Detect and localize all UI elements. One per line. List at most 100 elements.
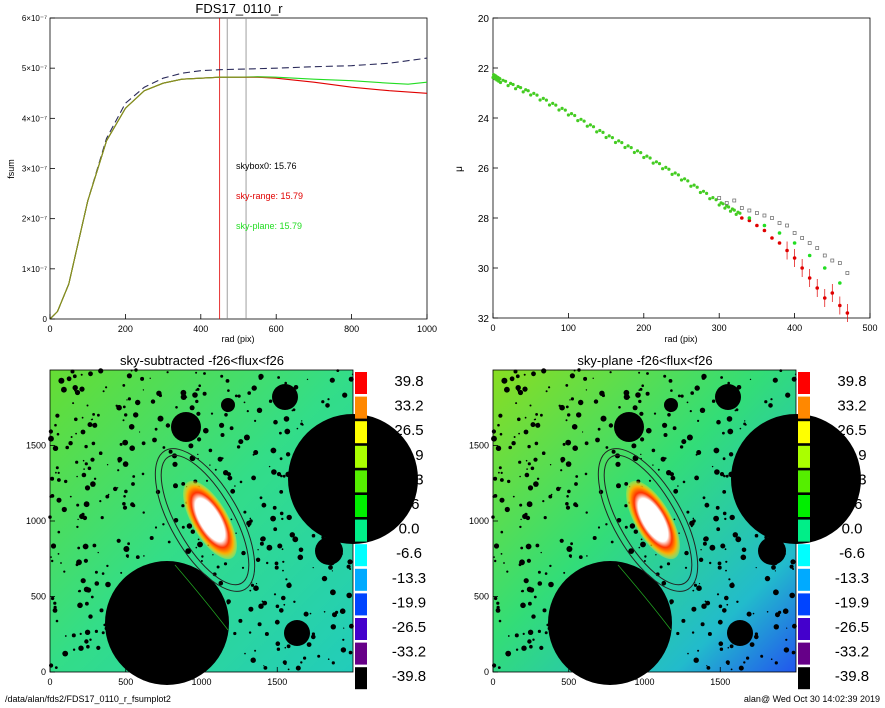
speckle-dot: [85, 601, 89, 606]
speckle-dot: [739, 427, 742, 430]
speckle-dot: [499, 497, 505, 503]
speckle-dot: [543, 516, 547, 520]
colorbar-label: -13.3: [392, 570, 426, 587]
speckle-dot: [782, 608, 789, 614]
speckle-dot: [83, 586, 90, 593]
speckle-dot: [212, 554, 214, 556]
speckle-dot: [296, 427, 299, 430]
speckle-dot: [52, 445, 59, 451]
speckle-dot: [84, 639, 89, 644]
speckle-dot: [282, 569, 284, 572]
speckle-dot: [597, 427, 601, 431]
speckle-dot: [535, 543, 540, 548]
speckle-dot: [548, 581, 554, 588]
speckle-dot: [523, 373, 526, 376]
speckle-dot: [700, 622, 705, 627]
speckle-dot: [533, 595, 537, 599]
colorbar-swatch: [355, 445, 367, 468]
speckle-dot: [772, 377, 778, 383]
mu-trend-point: [498, 77, 502, 81]
speckle-dot: [493, 556, 495, 558]
speckle-dot: [527, 462, 531, 466]
speckle-dot: [764, 575, 771, 582]
speckle-dot: [586, 555, 588, 557]
speckle-dot: [89, 638, 92, 641]
mu-trend-point: [692, 183, 696, 187]
speckle-dot: [681, 439, 687, 445]
speckle-dot: [533, 457, 538, 462]
mu-trend-point: [705, 191, 709, 195]
speckle-dot: [239, 480, 243, 484]
annotation-skybox0: skybox0: 15.76: [236, 161, 297, 171]
speckle-dot: [537, 570, 541, 574]
colorbar-label: 26.5: [394, 422, 423, 439]
mu-x-tick-label: 100: [561, 323, 576, 333]
speckle-dot: [102, 390, 105, 393]
speckle-dot: [754, 533, 759, 538]
speckle-dot: [195, 399, 199, 404]
speckle-dot: [70, 436, 73, 438]
speckle-dot: [744, 423, 747, 426]
image-x-tick-label: 500: [118, 677, 133, 687]
speckle-dot: [249, 589, 252, 592]
fsum-y-tick-label: 5×10⁻⁷: [22, 64, 47, 73]
aperture-inner-2: [603, 454, 693, 586]
speckle-dot: [76, 503, 80, 507]
speckle-dot: [72, 648, 76, 651]
speckle-dot: [79, 386, 85, 392]
speckle-dot: [283, 662, 287, 665]
mask-star-2: [272, 384, 298, 410]
aperture-inner: [160, 454, 250, 586]
speckle-dot: [536, 477, 540, 480]
speckle-dot: [152, 437, 157, 443]
speckle-dot: [248, 631, 252, 634]
sky-plane-colorbar: 39.8 33.2 26.5 19.9 13.3 6.6 0.0 -6.6 -13.3 -19.9…: [798, 372, 869, 690]
speckle-dot: [644, 555, 647, 558]
speckle-dot: [605, 446, 609, 449]
mu-trend-point: [573, 113, 577, 118]
speckle-dot: [263, 666, 268, 670]
speckle-dot: [78, 589, 81, 593]
speckle-dot: [241, 550, 246, 556]
mu-trend-point: [728, 209, 733, 213]
speckle-dot: [646, 372, 649, 375]
speckle-dot: [657, 468, 660, 471]
speckle-dot: [722, 511, 727, 516]
speckle-dot: [578, 555, 583, 559]
speckle-dot: [570, 397, 575, 401]
mu-trend-point: [732, 208, 736, 212]
colorbar-swatch: [798, 470, 810, 493]
speckle-dot: [653, 412, 657, 415]
speckle-dot: [281, 595, 286, 601]
mu-trend-point: [683, 177, 687, 181]
speckle-dot: [500, 553, 503, 555]
mu-trend-point: [560, 106, 564, 110]
speckle-dot: [638, 371, 641, 374]
speckle-dot: [90, 595, 94, 599]
speckle-dot: [50, 543, 57, 549]
speckle-dot: [197, 437, 202, 442]
sky-plane-panel: sky-plane -f26<flux<f26 0 500 1000 1500 0 50…: [469, 353, 869, 690]
speckle-dot: [266, 544, 273, 551]
speckle-dot: [560, 469, 563, 472]
mu-y-tick-label: 20: [478, 14, 490, 25]
mu-trend-point: [519, 86, 523, 90]
green-arc-2: [617, 564, 672, 631]
colorbar-label: -39.8: [392, 668, 426, 685]
speckle-dot: [312, 567, 314, 569]
speckle-dot: [720, 543, 726, 549]
speckle-dot: [789, 564, 794, 569]
speckle-dot: [525, 459, 528, 462]
speckle-dot: [203, 427, 209, 434]
mu-trend-point: [698, 190, 703, 195]
speckle-dot: [221, 457, 224, 460]
mu-y-tick-label: 26: [478, 164, 490, 175]
speckle-dot: [142, 511, 145, 514]
speckle-dot: [66, 376, 72, 382]
speckle-dot: [548, 386, 551, 389]
speckle-dot: [736, 385, 742, 390]
speckle-dot: [689, 520, 695, 526]
mu-axes-frame: [492, 17, 871, 319]
speckle-dot: [105, 494, 110, 499]
speckle-dot: [106, 564, 109, 568]
